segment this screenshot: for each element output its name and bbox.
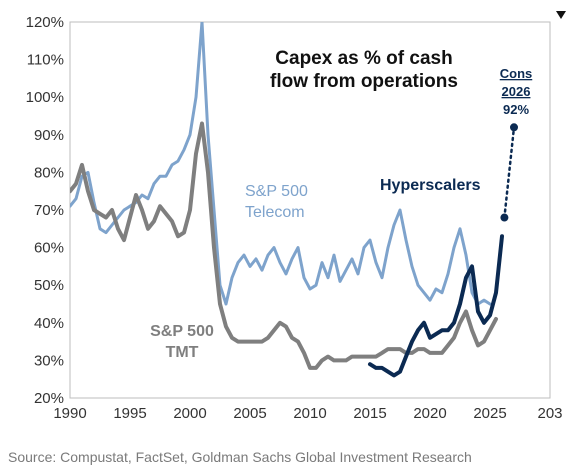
y-tick-label: 30% xyxy=(34,352,64,369)
cons-label-line-3: 92% xyxy=(503,102,529,117)
y-tick-label: 20% xyxy=(34,390,64,407)
top-right-marker-icon xyxy=(556,11,566,19)
projection-dotted-line xyxy=(503,126,516,219)
chart-title-line-1: Capex as % of cash xyxy=(275,48,452,69)
series-lines xyxy=(70,22,504,378)
projection-point-marker xyxy=(500,213,509,222)
chart-title-line-2: flow from operations xyxy=(270,71,458,92)
x-tick-label: 2020 xyxy=(413,405,446,422)
tmt-series-line xyxy=(70,121,498,370)
x-tick-label: 2000 xyxy=(173,405,206,422)
y-tick-label: 40% xyxy=(34,315,64,332)
y-tick-label: 70% xyxy=(34,202,64,219)
y-tick-label: 120% xyxy=(26,14,64,31)
cons-label-line-2: 2026 xyxy=(502,84,531,99)
projection-point-marker xyxy=(510,123,518,132)
cons-label-line-1: Cons xyxy=(500,66,533,81)
x-tick-label: 2015 xyxy=(353,405,386,422)
tmt-label-line-1: S&P 500 xyxy=(150,323,214,340)
source-note: Source: Compustat, FactSet, Goldman Sach… xyxy=(8,449,472,465)
y-tick-label: 110% xyxy=(27,52,64,69)
plot-frame xyxy=(69,21,551,399)
y-tick-label: 60% xyxy=(34,240,64,257)
hyperscalers-series-line xyxy=(368,234,504,378)
telecom-series-line xyxy=(70,22,492,306)
y-tick-label: 100% xyxy=(26,89,64,106)
x-tick-label: 2025 xyxy=(473,405,506,422)
x-tick-label: 1995 xyxy=(113,405,146,422)
y-tick-label: 50% xyxy=(34,277,64,294)
y-tick-label: 80% xyxy=(34,164,64,181)
hyperscalers-label: Hyperscalers xyxy=(380,177,481,194)
x-tick-label: 2005 xyxy=(233,405,266,422)
x-axis-ticks: 1990 1995 2000 2005 2010 2015 2020 2025 203 xyxy=(53,405,562,422)
telecom-label-line-1: S&P 500 xyxy=(245,183,308,200)
x-tick-label: 203 xyxy=(537,405,562,422)
x-tick-label: 1990 xyxy=(53,405,86,422)
tmt-label-line-2: TMT xyxy=(166,344,199,361)
capex-chart: 20% 30% 40% 50% 60% 70% 80% 90% 100% 110% 120% 199… xyxy=(26,11,566,422)
y-axis-ticks: 20% 30% 40% 50% 60% 70% 80% 90% 100% 110% 120% xyxy=(26,14,64,407)
x-tick-label: 2010 xyxy=(293,405,326,422)
telecom-label-line-2: Telecom xyxy=(245,204,305,221)
y-tick-label: 90% xyxy=(34,127,64,144)
